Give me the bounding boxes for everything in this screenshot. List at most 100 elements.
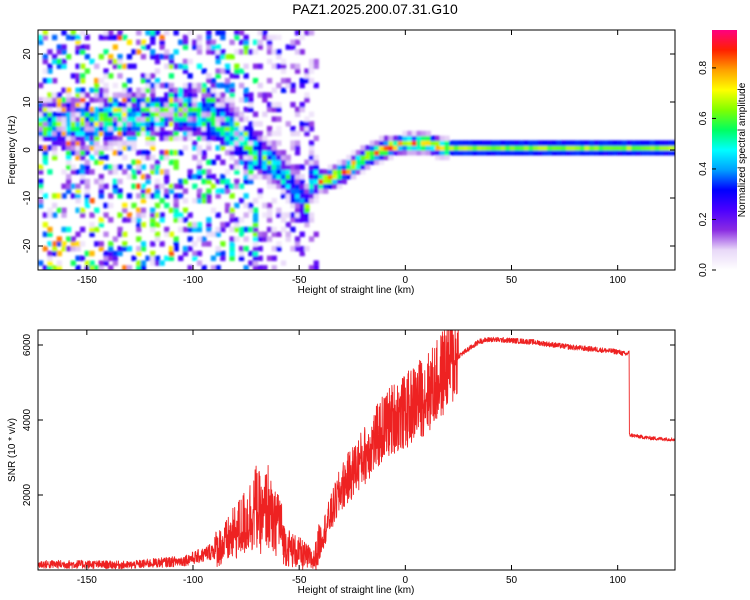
spectrogram-cell [42,135,48,141]
spectrogram-cell [140,241,147,247]
spectrogram-cell [89,111,95,117]
spectrogram-cell [206,231,212,237]
spectrogram-cell [313,174,319,180]
spectrogram-cell [248,260,254,266]
spectrogram-cell [243,34,249,41]
spectrogram-cell [187,92,193,98]
x-tick-label: 0 [403,275,409,286]
spectrogram-cell [42,58,48,65]
spectrogram-cell [187,102,193,108]
spectrogram-cell [122,140,128,146]
spectrogram-cell [308,159,315,165]
spectrogram-cell [61,207,67,213]
spectrogram-cell [61,49,67,55]
spectrogram-cell [112,58,118,65]
spectrogram-cell [173,30,179,36]
spectrogram-cell [224,130,231,137]
spectrogram-cell [42,78,48,84]
spectrogram-cell [112,102,118,108]
spectrogram-cell [75,49,81,55]
x-tick-label: 100 [609,275,626,286]
spectrogram-cell [248,150,254,156]
spectrogram-cell [112,164,118,170]
spectrogram-cell [313,63,319,69]
spectrogram-cell [52,111,58,117]
spectrogram-cell [75,241,81,247]
spectrogram-cell [280,169,287,175]
spectrogram-cell [308,121,315,127]
spectrogram-cell [154,111,161,117]
spectrogram-cell [187,246,193,252]
spectrogram-cell [201,178,207,185]
spectrogram-cell [215,116,221,122]
spectrogram-cell [621,145,628,151]
spectrogram-cell [122,87,128,93]
spectrogram-cell [108,58,114,65]
spectrogram-cell [112,250,118,257]
spectrogram-cell [56,260,62,266]
spectrogram-cell [206,102,212,108]
spectrogram-cell [56,130,62,137]
spectrogram-cell [407,130,413,137]
spectrogram-cell [84,145,90,151]
spectrogram-cell [365,154,371,161]
spectrogram-cell [238,135,245,141]
spectrogram-cell [304,207,310,213]
x-tick-label: 0 [403,575,409,586]
spectrogram-cell [178,217,184,223]
spectrogram-cell [145,126,151,132]
spectrogram-cell [313,154,319,161]
spectrogram-cell [164,231,170,237]
spectrogram-cell [38,178,44,185]
spectrogram-cell [98,154,104,161]
spectrogram-cell [229,111,235,117]
spectrogram-cell [126,130,133,137]
spectrogram-cell [112,236,118,242]
spectrogram-cell [182,111,189,117]
spectrogram-cell [159,169,165,175]
spectrogram-cell [108,130,114,137]
spectrogram-cell [89,231,95,237]
spectrogram-cell [248,154,254,161]
spectrogram-cell [75,106,81,113]
spectrogram-cell [304,159,310,165]
spectrogram-cell [308,150,315,156]
spectrogram-cell [299,188,305,194]
spectrogram-cell [182,145,189,151]
spectrogram-cell [80,226,86,233]
spectrogram-cell [94,92,100,98]
spectrogram-cell [47,63,53,69]
spectrogram-cell [38,169,44,175]
spectrogram-cell [266,183,273,189]
spectrogram-cell [271,150,277,156]
spectrogram-cell [168,207,175,213]
spectrogram-cell [154,231,161,237]
spectrogram-cell [351,150,357,156]
spectrogram-cell [108,97,114,103]
spectrogram-cell [351,169,357,175]
spectrogram-cell [495,140,502,146]
spectrogram-cell [575,140,581,146]
spectrogram-cell [519,140,525,146]
spectrogram-cell [262,154,268,161]
spectrogram-cell [374,150,380,156]
spectrogram-cell [238,150,245,156]
spectrogram-cell [257,159,263,165]
spectrogram-cell [103,30,109,36]
spectrogram-cell [575,150,581,156]
spectrogram-cell [47,265,53,270]
spectrogram-cell [234,73,240,79]
spectrogram-cell [617,145,623,151]
spectrogram-cell [238,250,245,257]
spectrogram-cell [514,150,520,156]
spectrogram-cell [117,150,123,156]
spectrogram-cell [150,92,156,98]
spectrogram-cell [234,145,240,151]
spectrogram-cell [472,140,478,146]
spectrogram-cell [224,222,231,228]
spectrogram-cell [313,193,319,199]
spectrogram-cell [598,140,604,146]
spectrogram-cell [229,121,235,127]
spectrogram-cell [150,140,156,146]
spectrogram-cell [243,174,249,180]
